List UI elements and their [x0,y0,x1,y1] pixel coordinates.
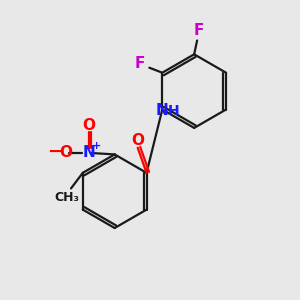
Text: O: O [131,133,144,148]
Text: O: O [82,118,95,133]
Text: O: O [59,146,72,160]
Text: H: H [168,104,179,118]
Text: N: N [155,103,168,118]
Text: CH₃: CH₃ [54,191,79,204]
Text: F: F [134,56,145,71]
Text: N: N [82,146,95,160]
Text: F: F [194,23,204,38]
Text: +: + [92,142,101,152]
Text: −: − [47,142,62,160]
